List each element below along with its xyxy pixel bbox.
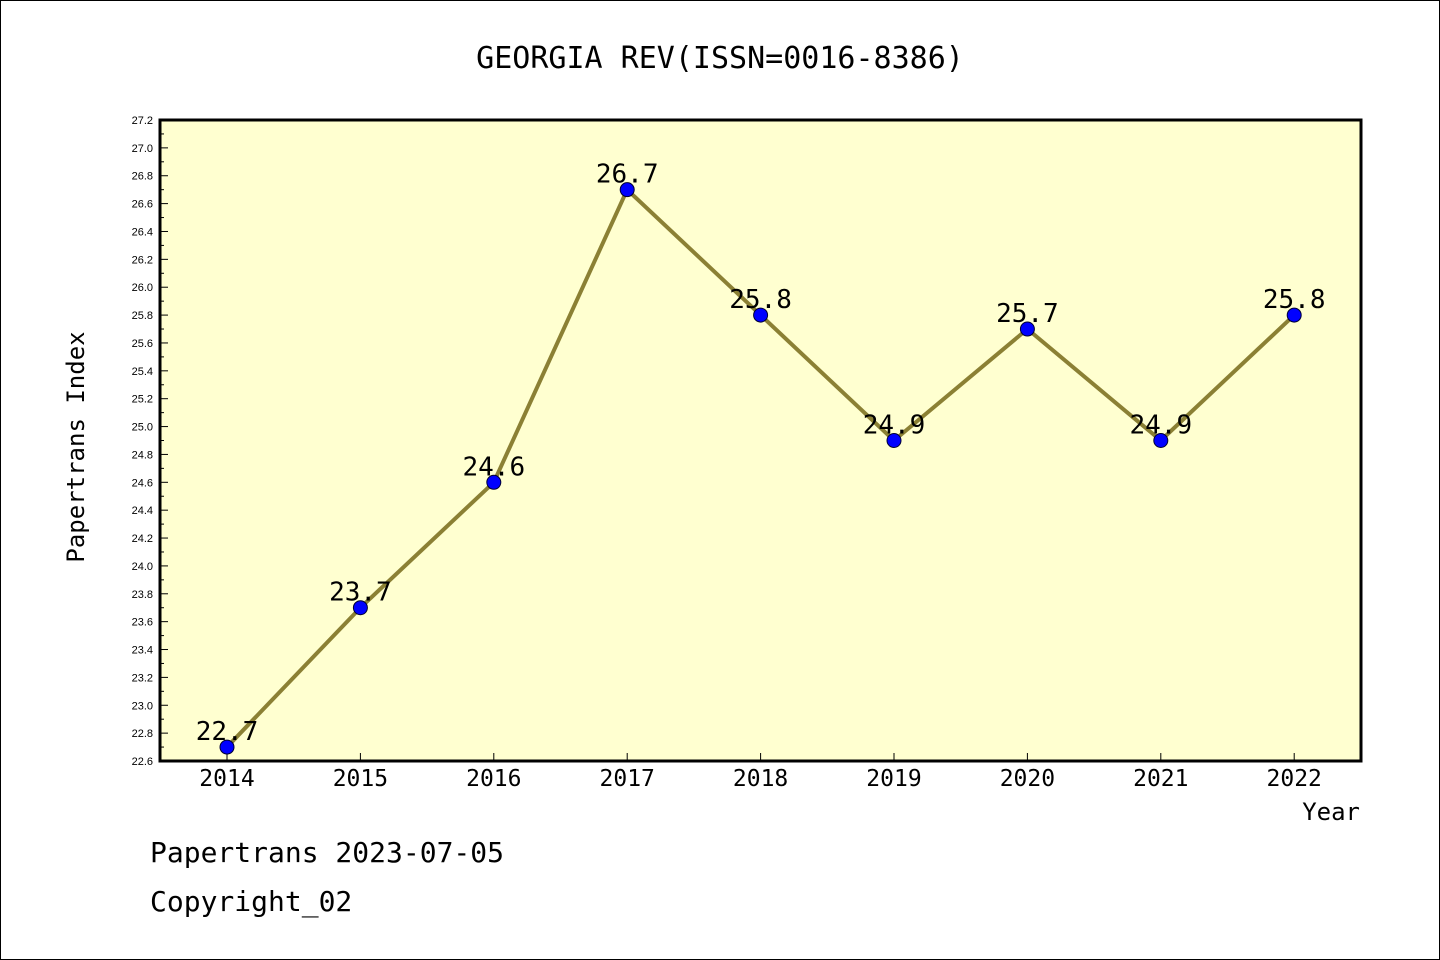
data-point bbox=[486, 474, 502, 490]
data-point bbox=[219, 739, 235, 755]
y-tick-label: 25.6 bbox=[132, 338, 153, 350]
y-tick-label: 27.0 bbox=[132, 143, 153, 155]
data-label: 24.9 bbox=[1129, 411, 1192, 441]
data-point bbox=[352, 600, 368, 616]
x-tick-label: 2014 bbox=[199, 766, 254, 792]
data-label: 23.7 bbox=[329, 578, 392, 608]
marker-group bbox=[219, 182, 1302, 755]
y-tick-label: 25.4 bbox=[132, 366, 153, 378]
y-tick-label: 23.0 bbox=[132, 700, 153, 712]
x-tick-label: 2018 bbox=[733, 766, 788, 792]
x-axis-label: Year bbox=[1302, 798, 1360, 826]
data-point bbox=[1019, 321, 1035, 337]
y-tick-label: 26.6 bbox=[132, 199, 153, 211]
x-tick-label: 2017 bbox=[600, 766, 655, 792]
y-tick-label: 25.8 bbox=[132, 310, 153, 322]
data-point bbox=[753, 307, 769, 323]
y-tick-label: 26.0 bbox=[132, 282, 153, 294]
y-tick-label: 23.8 bbox=[132, 589, 153, 601]
x-tick-label: 2019 bbox=[866, 766, 921, 792]
y-tick-label: 23.6 bbox=[132, 617, 153, 629]
y-tick-label: 24.4 bbox=[132, 505, 153, 517]
y-tick-label: 25.0 bbox=[132, 422, 153, 434]
data-point bbox=[1286, 307, 1302, 323]
x-tick-label: 2016 bbox=[466, 766, 521, 792]
y-tick-label: 26.8 bbox=[132, 171, 153, 183]
y-tick-label: 22.6 bbox=[132, 756, 153, 768]
plot-area bbox=[158, 118, 1363, 763]
data-point bbox=[619, 182, 635, 198]
y-axis-label: Papertrans Index bbox=[62, 331, 90, 562]
y-tick-label: 25.2 bbox=[132, 394, 153, 406]
x-axis: 2014 2015 2016 2017 2018 2019 2020 2021 2022 bbox=[199, 753, 1322, 792]
x-tick-label: 2020 bbox=[1000, 766, 1055, 792]
y-tick-label: 22.8 bbox=[132, 728, 153, 740]
y-tick-label: 24.2 bbox=[132, 533, 153, 545]
data-label: 25.8 bbox=[1263, 285, 1326, 315]
y-axis: 22.6 22.8 23.0 23.2 23.4 23.6 23.8 24.0 24.2 24.4… bbox=[132, 115, 168, 768]
y-tick-label: 23.4 bbox=[132, 645, 153, 657]
y-tick-label: 24.0 bbox=[132, 561, 153, 573]
x-tick-label: 2015 bbox=[333, 766, 388, 792]
y-tick-label: 23.2 bbox=[132, 672, 153, 684]
data-point bbox=[1153, 433, 1169, 448]
data-point bbox=[886, 433, 902, 448]
data-label: 26.7 bbox=[596, 160, 659, 190]
data-label-group: 22.7 23.7 24.6 26.7 25.8 24.9 25.7 24.9 25.8 bbox=[196, 160, 1326, 747]
chart-title: GEORGIA REV(ISSN=0016-8386) bbox=[476, 41, 964, 76]
y-tick-label: 26.2 bbox=[132, 254, 153, 266]
data-label: 24.6 bbox=[462, 452, 525, 482]
footer-date: Papertrans 2023-07-05 bbox=[150, 836, 505, 869]
y-tick-label: 26.4 bbox=[132, 226, 153, 238]
data-label: 24.9 bbox=[863, 411, 926, 441]
y-tick-label: 24.6 bbox=[132, 477, 153, 489]
footer-copyright: Copyright_02 bbox=[150, 885, 353, 918]
data-label: 22.7 bbox=[196, 717, 259, 747]
x-tick-label: 2021 bbox=[1133, 766, 1188, 792]
data-label: 25.8 bbox=[729, 285, 792, 315]
y-tick-label: 24.8 bbox=[132, 449, 153, 461]
x-tick-label: 2022 bbox=[1267, 766, 1322, 792]
y-tick-label: 27.2 bbox=[132, 115, 153, 127]
data-label: 25.7 bbox=[996, 299, 1059, 329]
